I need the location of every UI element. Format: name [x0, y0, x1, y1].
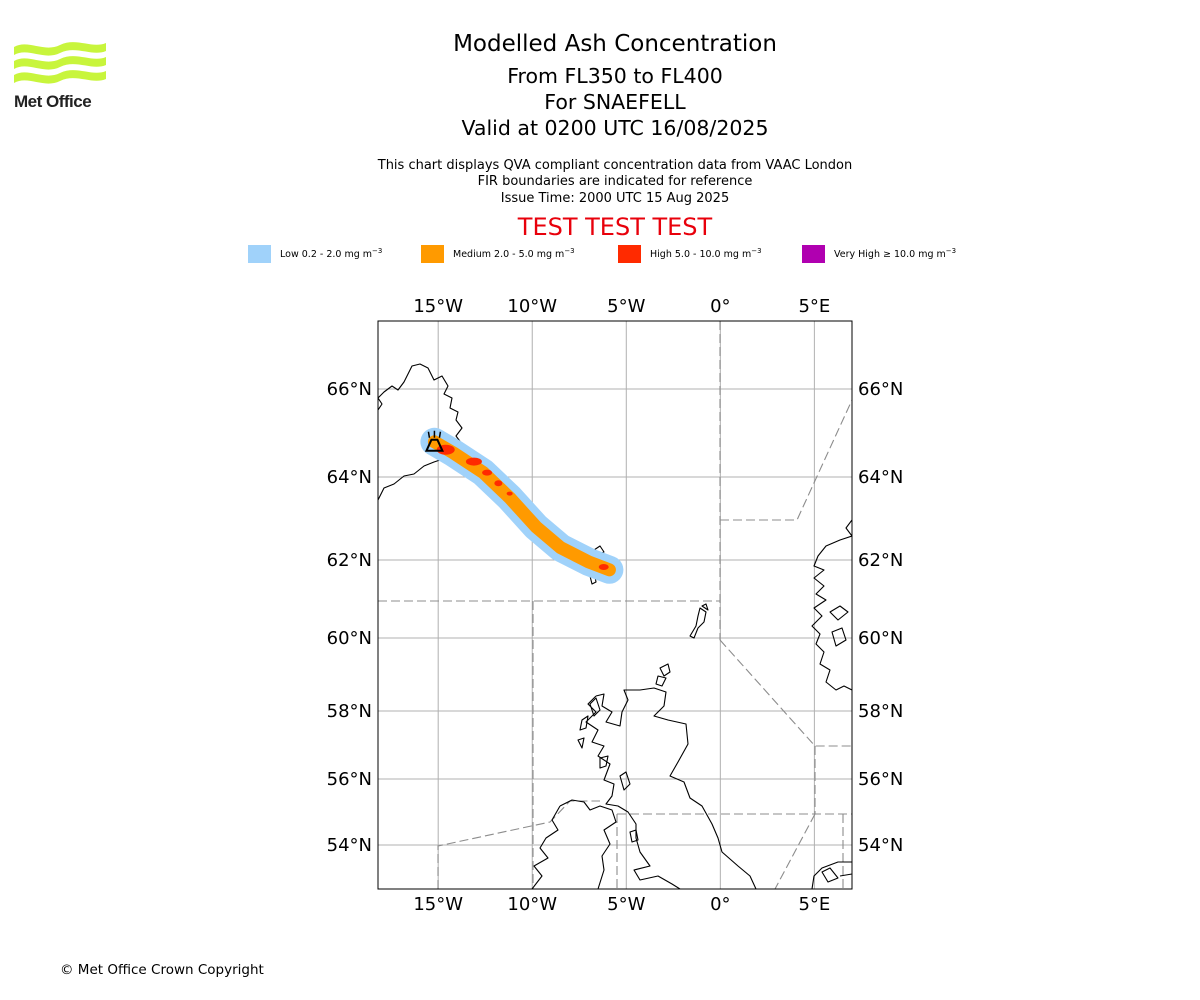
graticule [378, 321, 852, 889]
legend-item-high: High 5.0 - 10.0 mg m−3 [618, 244, 762, 264]
volcano-plume-lines [427, 430, 442, 438]
plume-high [506, 491, 513, 496]
lat-tick-label-right: 64°N [858, 467, 903, 488]
map-frame [377, 320, 853, 890]
lat-tick-label-left: 64°N [327, 467, 372, 488]
lon-tick-label-top: 10°W [507, 296, 557, 317]
flight-levels: From FL350 to FL400 [507, 64, 723, 88]
lat-tick-label-left: 58°N [327, 701, 372, 722]
lat-tick-label-right: 58°N [858, 701, 903, 722]
lat-tick-label-left: 54°N [327, 835, 372, 856]
met-office-logo-icon [14, 42, 106, 84]
legend-swatch-high [618, 245, 641, 263]
lat-tick-label-right: 62°N [858, 550, 903, 571]
ash-plume [420, 427, 624, 584]
chart-title: Modelled Ash Concentration [453, 31, 777, 57]
lat-tick-label-left: 60°N [327, 628, 372, 649]
test-banner: TEST TEST TEST [517, 213, 713, 241]
lon-tick-label-bottom: 10°W [507, 894, 557, 915]
lon-tick-label-top: 5°E [798, 296, 830, 317]
legend-item-low: Low 0.2 - 2.0 mg m−3 [248, 244, 382, 264]
volcano-name: For SNAEFELL [544, 90, 686, 114]
legend-label-medium: Medium 2.0 - 5.0 mg m−3 [453, 247, 575, 261]
lon-tick-label-top: 5°W [607, 296, 645, 317]
lon-tick-label-bottom: 0° [710, 894, 730, 915]
plume-high [598, 564, 609, 571]
legend-label-low: Low 0.2 - 2.0 mg m−3 [280, 247, 383, 261]
legend-swatch-low [248, 245, 271, 263]
volcano-cone [424, 438, 444, 452]
valid-time: Valid at 0200 UTC 16/08/2025 [461, 116, 769, 140]
lon-tick-label-bottom: 5°E [798, 894, 830, 915]
info-compliance: This chart displays QVA compliant concen… [377, 158, 853, 173]
info-fir: FIR boundaries are indicated for referen… [477, 174, 753, 189]
coastlines [378, 363, 852, 889]
legend-item-very-high: Very High ≥ 10.0 mg m−3 [802, 244, 956, 264]
lon-tick-label-bottom: 5°W [607, 894, 645, 915]
issue-time: Issue Time: 2000 UTC 15 Aug 2025 [500, 191, 730, 206]
lon-tick-label-top: 0° [710, 296, 730, 317]
plume-high [482, 469, 493, 476]
lat-tick-label-right: 54°N [858, 835, 903, 856]
legend-label-high: High 5.0 - 10.0 mg m−3 [650, 247, 762, 261]
lat-tick-label-right: 56°N [858, 769, 903, 790]
lat-tick-label-left: 56°N [327, 769, 372, 790]
plume-medium [427, 435, 616, 577]
lat-tick-label-right: 60°N [858, 628, 903, 649]
fir-boundaries [378, 321, 852, 889]
logo-text: Met Office [14, 92, 92, 111]
volcano-marker-icon [424, 430, 444, 452]
legend-swatch-medium [421, 245, 444, 263]
lon-tick-label-top: 15°W [413, 296, 463, 317]
copyright-notice: © Met Office Crown Copyright [60, 962, 264, 978]
lon-tick-label-bottom: 15°W [413, 894, 463, 915]
legend-item-medium: Medium 2.0 - 5.0 mg m−3 [421, 244, 575, 264]
legend-swatch-very-high [802, 245, 825, 263]
lat-tick-label-left: 66°N [327, 379, 372, 400]
map-features [378, 321, 852, 889]
plume-high [494, 480, 503, 487]
plume-high [465, 457, 482, 466]
legend: Low 0.2 - 2.0 mg m−3 Medium 2.0 - 5.0 mg… [0, 244, 1200, 264]
legend-label-very-high: Very High ≥ 10.0 mg m−3 [834, 247, 957, 261]
axis-tick-labels: 15°W 15°W 10°W 10°W 5°W 5°W 0° 0° 5°E 5°E 66°N 66°N… [327, 296, 904, 915]
lat-tick-label-left: 62°N [327, 550, 372, 571]
lat-tick-label-right: 66°N [858, 379, 903, 400]
